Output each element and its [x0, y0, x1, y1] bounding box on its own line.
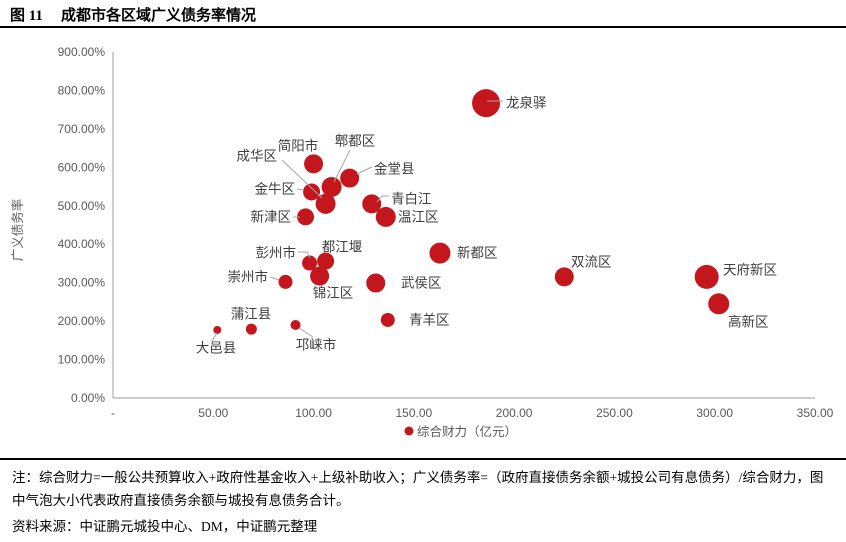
x-tick-label: 300.00: [696, 406, 733, 420]
leader-line-郫都区: [333, 149, 351, 183]
y-tick-label: 800.00%: [58, 83, 106, 97]
bubble-龙泉驿: [472, 89, 501, 118]
point-label-青白江: 青白江: [391, 192, 432, 207]
point-label-温江区: 温江区: [398, 210, 439, 225]
x-tick-label: 200.00: [496, 406, 533, 420]
point-label-简阳市: 简阳市: [278, 138, 319, 154]
leader-line-崇州市: [269, 276, 280, 281]
point-label-蒲江县: 蒲江县: [231, 307, 272, 322]
x-tick-label: 100.00: [295, 406, 332, 420]
x-tick-label: 250.00: [596, 406, 633, 420]
y-tick-label: 0.00%: [71, 391, 105, 405]
y-tick-label: 400.00%: [58, 237, 106, 251]
bubble-双流区: [554, 267, 574, 287]
point-label-都江堰: 都江堰: [322, 240, 363, 255]
bubble-邛崃市: [290, 319, 301, 330]
leader-line-金堂县: [356, 166, 373, 175]
bubble-新都区: [429, 242, 451, 264]
point-label-新津区: 新津区: [251, 210, 292, 225]
bubble-金牛区: [303, 183, 321, 201]
y-tick-label: 700.00%: [58, 122, 106, 136]
bubble-武侯区: [366, 273, 386, 293]
bubble-青白江: [362, 194, 382, 214]
bubble-金堂县: [340, 168, 360, 188]
notes-block: 注：综合财力=一般公共预算收入+政府性基金收入+上级补助收入；广义债务率=（政府…: [0, 458, 846, 539]
bubble-天府新区: [694, 264, 719, 289]
bubble-chart: 0.00% 100.00% 200.00% 300.00% 400.00% 500.00%…: [10, 45, 834, 439]
y-axis-title: 广义债务率: [10, 199, 25, 262]
point-label-锦江区: 锦江区: [313, 286, 354, 301]
leader-line-成华区: [281, 159, 323, 199]
legend-marker-icon: [404, 426, 414, 436]
point-label-金牛区: 金牛区: [255, 182, 296, 197]
bubble-温江区: [375, 206, 396, 227]
bubble-青羊区: [380, 312, 395, 327]
source-line: 资料来源：中证鹏元城投中心、DM，中证鹏元整理: [12, 519, 318, 535]
x-tick-label: -: [111, 406, 115, 420]
point-label-高新区: 高新区: [728, 314, 769, 330]
figure-title: 图 11 成都市各区域广义债务率情况: [0, 0, 846, 28]
bubble-崇州市: [278, 274, 293, 289]
bubble-大邑县: [213, 325, 222, 334]
bubble-新津区: [297, 208, 315, 226]
point-label-邛崃市: 邛崃市: [296, 337, 337, 353]
y-tick-label: 500.00%: [58, 199, 106, 213]
y-tick-label: 100.00%: [58, 353, 106, 367]
point-label-武侯区: 武侯区: [401, 276, 442, 291]
figure-number: 图 11: [10, 8, 43, 24]
point-label-天府新区: 天府新区: [723, 263, 777, 278]
point-label-龙泉驿: 龙泉驿: [506, 95, 547, 111]
leader-line-青白江: [376, 195, 389, 203]
point-label-彭州市: 彭州市: [256, 245, 297, 261]
point-label-青羊区: 青羊区: [409, 313, 450, 328]
x-tick-label: 150.00: [396, 406, 433, 420]
bubble-蒲江县: [245, 323, 257, 335]
y-tick-label: 900.00%: [58, 45, 106, 59]
figure-title-text: 成都市各区域广义债务率情况: [60, 8, 256, 24]
x-tick-label: 350.00: [797, 406, 834, 420]
leader-line-彭州市: [298, 251, 311, 259]
bubble-都江堰: [317, 252, 335, 270]
leader-line-大邑县: [211, 332, 218, 342]
point-label-郫都区: 郫都区: [335, 134, 376, 149]
bubble-彭州市: [302, 255, 318, 271]
chart-note: 注：综合财力=一般公共预算收入+政府性基金收入+上级补助收入；广义债务率=（政府…: [12, 470, 824, 508]
leader-line-金牛区: [296, 188, 304, 191]
leader-line-邛崃市: [298, 327, 314, 338]
bubble-简阳市: [304, 154, 324, 174]
legend-label: 综合财力（亿元）: [417, 424, 517, 439]
bubble-高新区: [708, 293, 730, 315]
bubble-锦江区: [310, 266, 330, 286]
point-label-金堂县: 金堂县: [374, 162, 415, 177]
point-label-大邑县: 大邑县: [196, 341, 237, 356]
y-tick-label: 600.00%: [58, 160, 106, 174]
bubble-郫都区: [321, 176, 342, 197]
chart-area: 0.00% 100.00% 200.00% 300.00% 400.00% 500.00%…: [0, 28, 846, 458]
point-label-崇州市: 崇州市: [228, 269, 269, 285]
point-label-新都区: 新都区: [457, 246, 498, 261]
point-label-双流区: 双流区: [571, 255, 612, 270]
point-label-成华区: 成华区: [237, 149, 278, 164]
x-tick-label: 50.00: [198, 406, 228, 420]
y-tick-label: 300.00%: [58, 276, 106, 290]
y-tick-label: 200.00%: [58, 314, 106, 328]
bubble-成华区: [315, 193, 336, 214]
